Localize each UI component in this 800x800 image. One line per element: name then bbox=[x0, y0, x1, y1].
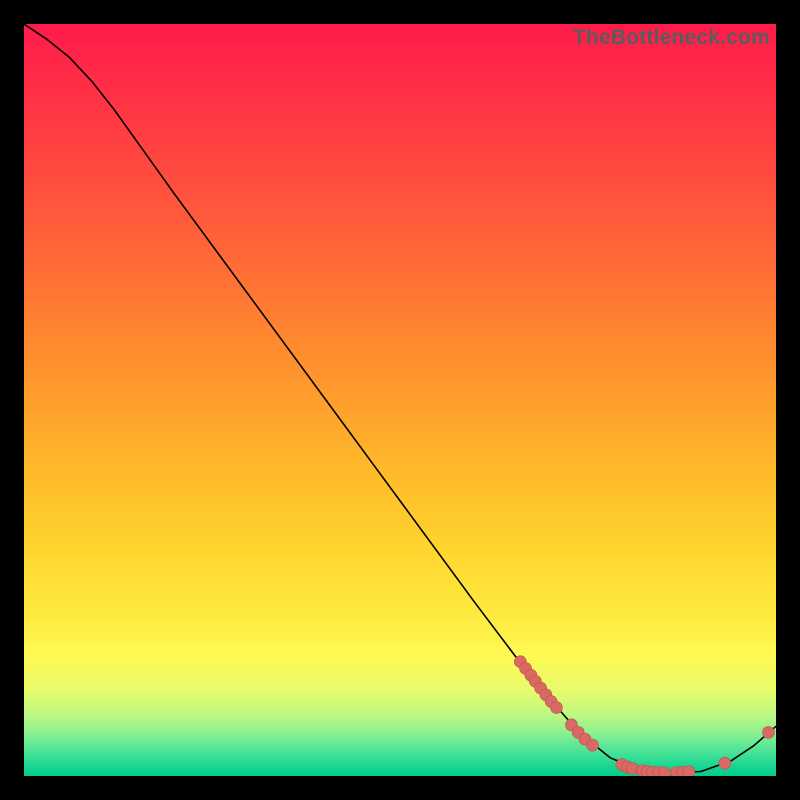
watermark-text: TheBottleneck.com bbox=[573, 26, 770, 50]
data-marker bbox=[550, 702, 562, 714]
data-marker bbox=[762, 726, 774, 738]
data-marker bbox=[659, 767, 671, 776]
chart-svg bbox=[24, 24, 776, 776]
plot-area: TheBottleneck.com bbox=[24, 24, 776, 776]
frame: TheBottleneck.com bbox=[0, 0, 800, 800]
data-marker bbox=[719, 757, 731, 769]
bottleneck-curve bbox=[24, 24, 776, 773]
data-marker bbox=[587, 739, 599, 751]
data-marker bbox=[683, 766, 695, 776]
